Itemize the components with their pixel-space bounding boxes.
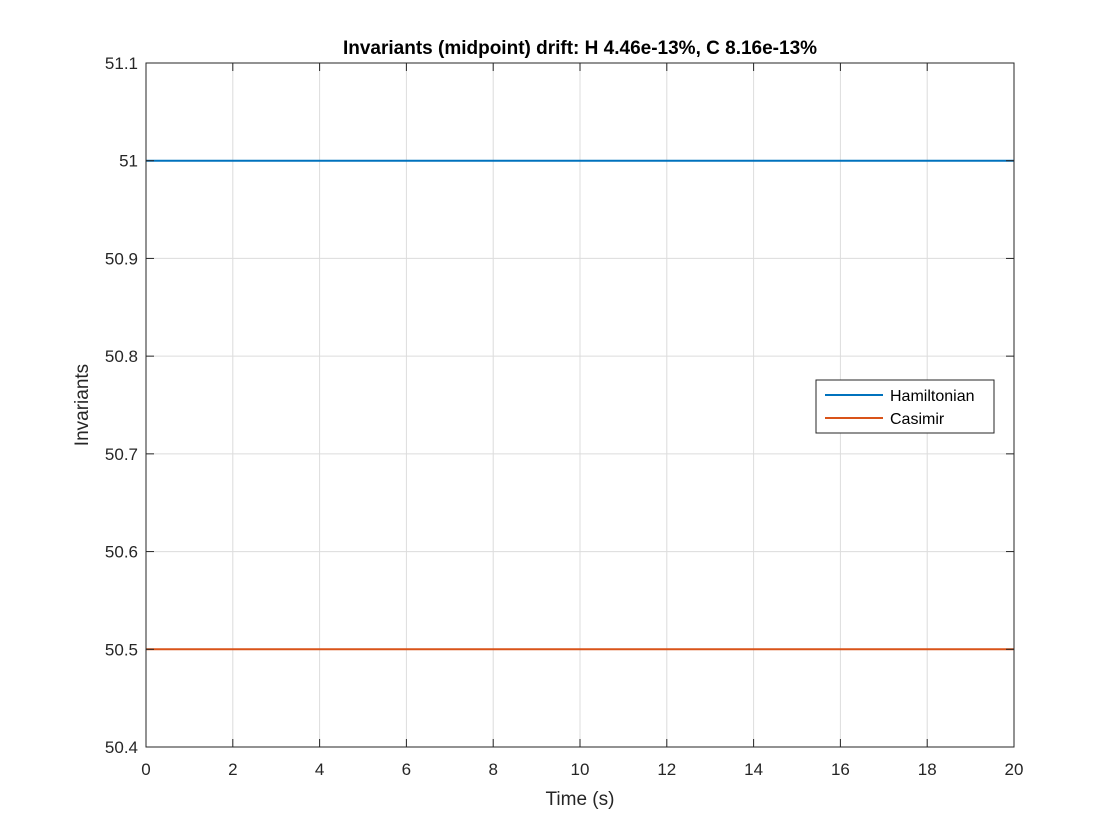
x-tick-label: 10 [571,760,590,779]
x-axis-title: Time (s) [546,789,615,810]
x-tick-label: 18 [918,760,937,779]
y-tick-label: 51 [119,152,138,171]
x-tick-label: 16 [831,760,850,779]
axis-ticks: 0 2 4 6 8 10 12 14 16 18 20 50.4 50.5 50.6 50.7 50.8 50.… [105,54,1024,779]
y-tick-label: 50.8 [105,347,138,366]
chart-title: Invariants (midpoint) drift: H 4.46e-13%… [343,38,817,59]
legend-label-casimir: Casimir [890,411,945,428]
x-tick-label: 12 [657,760,676,779]
legend-items: Hamiltonian Casimir [825,388,974,428]
y-tick-label: 50.6 [105,543,138,562]
x-tick-label: 14 [744,760,763,779]
legend[interactable]: Hamiltonian Casimir [815,379,995,434]
x-tick-label: 0 [141,760,150,779]
x-tick-label: 20 [1005,760,1024,779]
legend-box [815,379,995,434]
x-tick-label: 8 [488,760,497,779]
x-tick-label: 2 [228,760,237,779]
y-tick-label: 50.7 [105,445,138,464]
y-tick-label: 51.1 [105,54,138,73]
legend-label-hamiltonian: Hamiltonian [890,388,974,405]
series-lines [146,159,1014,651]
y-tick-label: 50.9 [105,249,138,268]
y-tick-label: 50.4 [105,738,138,757]
x-tick-label: 6 [402,760,411,779]
y-tick-label: 50.5 [105,640,138,659]
x-tick-label: 4 [315,760,324,779]
y-axis-title: Invariants [72,364,93,446]
